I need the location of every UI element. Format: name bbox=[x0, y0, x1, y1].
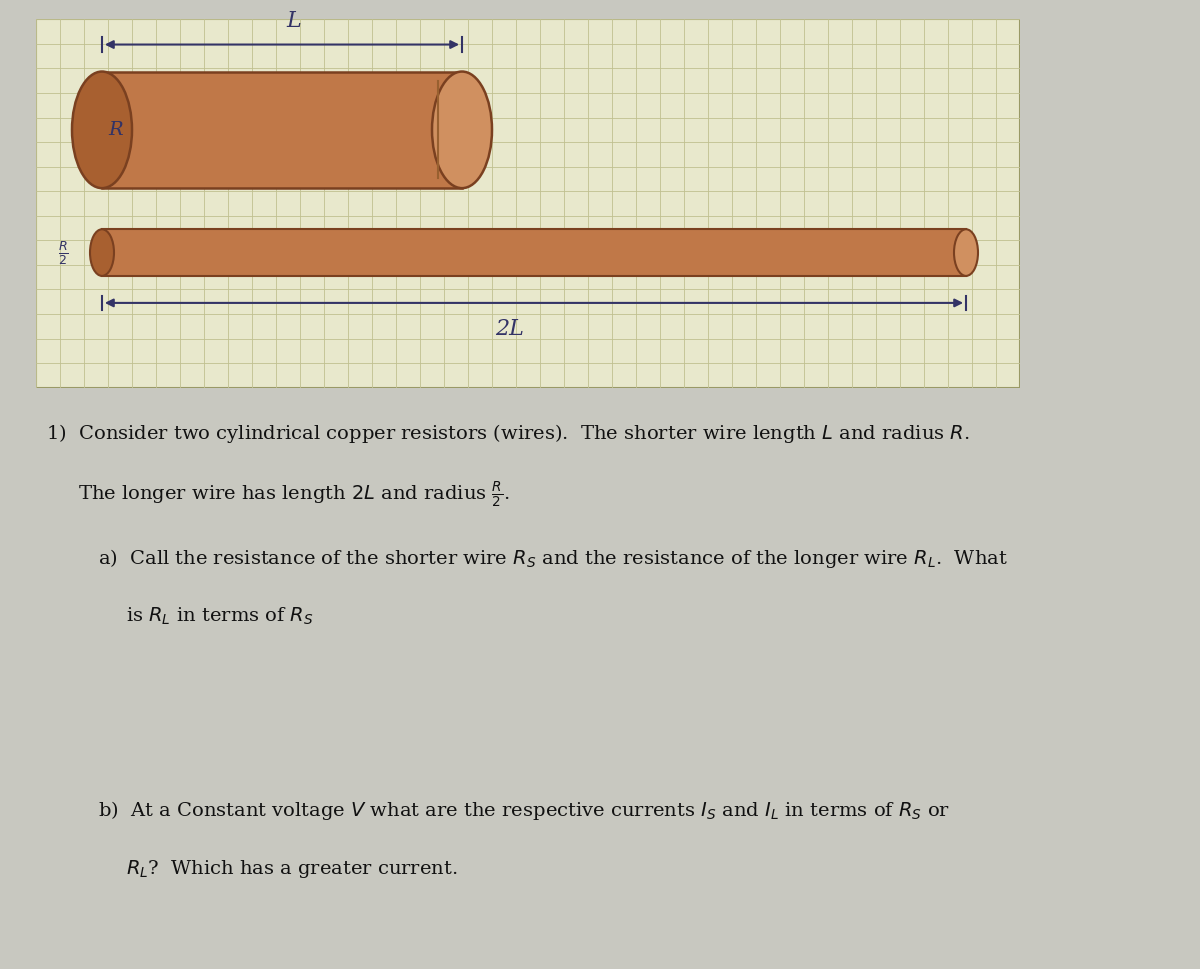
Ellipse shape bbox=[954, 230, 978, 276]
Text: b)  At a Constant voltage $V$ what are the respective currents $I_S$ and $I_L$ i: b) At a Constant voltage $V$ what are th… bbox=[98, 799, 950, 823]
Text: is $R_L$ in terms of $R_S$: is $R_L$ in terms of $R_S$ bbox=[126, 606, 313, 627]
Text: 2L: 2L bbox=[496, 318, 524, 340]
Text: The longer wire has length $2L$ and radius $\frac{R}{2}$.: The longer wire has length $2L$ and radi… bbox=[78, 480, 510, 510]
Ellipse shape bbox=[90, 230, 114, 276]
Text: $\frac{R}{2}$: $\frac{R}{2}$ bbox=[58, 238, 68, 266]
Ellipse shape bbox=[432, 72, 492, 188]
Text: 1)  Consider two cylindrical copper resistors (wires).  The shorter wire length : 1) Consider two cylindrical copper resis… bbox=[46, 422, 970, 445]
Text: $R_L$?  Which has a greater current.: $R_L$? Which has a greater current. bbox=[126, 858, 457, 880]
Bar bbox=[102, 230, 966, 276]
Text: R: R bbox=[108, 121, 122, 139]
Bar bbox=[102, 72, 462, 188]
Ellipse shape bbox=[72, 72, 132, 188]
Text: a)  Call the resistance of the shorter wire $R_S$ and the resistance of the long: a) Call the resistance of the shorter wi… bbox=[98, 547, 1008, 571]
Text: L: L bbox=[287, 11, 301, 32]
